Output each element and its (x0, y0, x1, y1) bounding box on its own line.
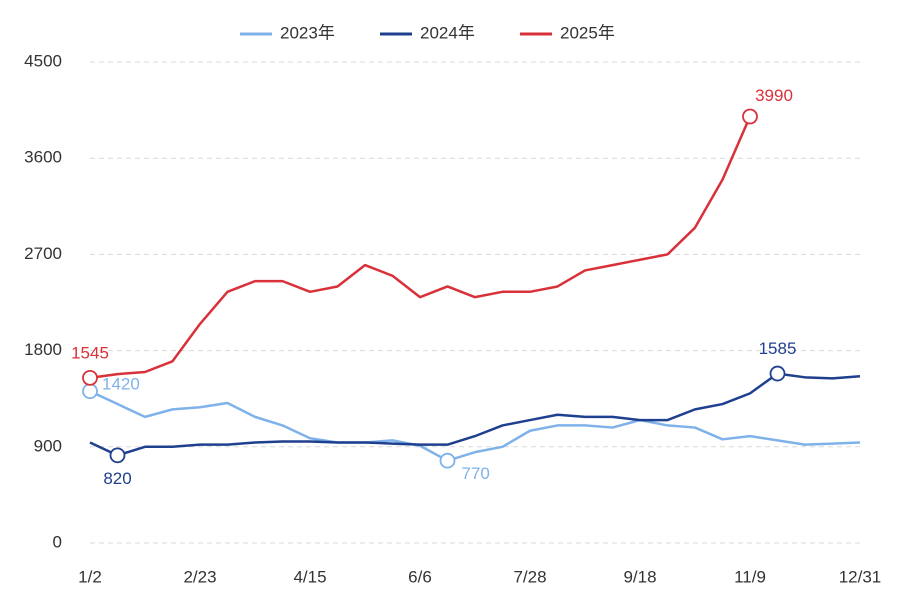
highlight-point (769, 365, 786, 382)
y-tick-label: 2700 (24, 244, 62, 263)
point-label: 820 (103, 469, 131, 488)
x-tick-label: 11/9 (734, 567, 766, 586)
legend-label: 2025年 (560, 23, 615, 42)
highlight-point (82, 383, 98, 400)
series-line (89, 390, 861, 462)
point-label: 1545 (71, 343, 109, 362)
x-tick-label: 1/2 (78, 567, 102, 586)
x-tick-label: 6/6 (408, 567, 432, 586)
legend-label: 2023年 (280, 23, 335, 42)
legend-label: 2024年 (420, 23, 475, 42)
y-tick-label: 4500 (24, 51, 62, 70)
x-tick-label: 12/31 (839, 567, 882, 586)
x-tick-label: 7/28 (513, 567, 546, 586)
point-label: 770 (462, 464, 490, 483)
highlight-point (439, 452, 456, 469)
point-label: 1585 (759, 339, 797, 358)
x-tick-label: 9/18 (623, 567, 656, 586)
series-line (89, 116, 752, 380)
point-label: 3990 (755, 86, 793, 105)
highlight-point (82, 369, 98, 386)
x-tick-label: 4/15 (293, 567, 326, 586)
y-tick-label: 900 (34, 436, 62, 455)
point-label: 1420 (102, 375, 140, 394)
y-tick-label: 1800 (24, 340, 62, 359)
y-tick-label: 0 (53, 532, 62, 551)
series-line (89, 372, 861, 457)
highlight-point (109, 447, 126, 464)
y-tick-label: 3600 (24, 148, 62, 167)
highlight-point (742, 108, 758, 125)
x-tick-label: 2/23 (183, 567, 216, 586)
